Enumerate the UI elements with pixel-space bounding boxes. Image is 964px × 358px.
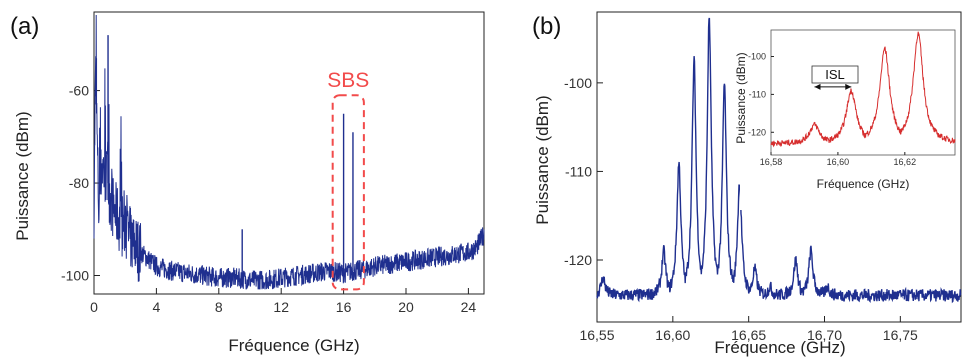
isl-label-box bbox=[811, 65, 859, 84]
panel-a-xtick-label: 4 bbox=[153, 299, 161, 315]
panel-b: (b) Puissance (dBm) Fréquence (GHz) 16,5… bbox=[532, 11, 962, 357]
panel-b-ytick-label: -100 bbox=[564, 75, 592, 91]
panel-b-xtick-label: 16,75 bbox=[883, 327, 918, 343]
inset-xtick-label: 16,60 bbox=[827, 157, 850, 167]
panel-a-ytick-label: -80 bbox=[69, 175, 89, 191]
panel-a: (a) Puissance (dBm) Fréquence (GHz) 0 4 8 1… bbox=[10, 11, 485, 355]
inset-xtick-label: 16,62 bbox=[894, 157, 917, 167]
panel-a-ytick-label: -100 bbox=[61, 268, 89, 284]
panel-b-xtick-label: 16,60 bbox=[655, 327, 690, 343]
isl-label: ISL bbox=[825, 67, 845, 82]
panel-b-series-line bbox=[596, 17, 962, 304]
panel-b-label: (b) bbox=[532, 13, 561, 40]
panel-b-xtick-label: 16,55 bbox=[579, 327, 614, 343]
panel-b-xtick-label: 16,70 bbox=[807, 327, 842, 343]
panel-a-xtick-label: 0 bbox=[90, 299, 98, 315]
inset-ylabel: Puissance (dBm) bbox=[734, 52, 748, 143]
inset-ytick-label: -100 bbox=[748, 52, 766, 62]
panel-b-yticks: -100 -110 -120 bbox=[564, 75, 603, 268]
panel-a-series bbox=[93, 14, 485, 290]
inset-yticks: -100 -110 -120 bbox=[748, 52, 774, 137]
panel-a-series-line bbox=[93, 14, 485, 290]
panel-a-xtick-label: 8 bbox=[215, 299, 223, 315]
isl-arrow-right-head bbox=[845, 83, 852, 90]
panel-a-xtick-label: 20 bbox=[398, 299, 414, 315]
inset-series-line bbox=[770, 31, 956, 148]
inset-ytick-label: -120 bbox=[748, 127, 766, 137]
inset-xticks: 16,58 16,60 16,62 bbox=[760, 152, 916, 167]
panel-a-xtick-label: 24 bbox=[461, 299, 477, 315]
inset-xlabel: Fréquence (GHz) bbox=[817, 177, 910, 191]
isl-arrow-left-head bbox=[814, 83, 821, 90]
panel-a-ylabel: Puissance (dBm) bbox=[13, 111, 32, 240]
panel-a-xtick-label: 12 bbox=[273, 299, 289, 315]
panel-b-ylabel: Puissance (dBm) bbox=[533, 95, 552, 224]
panel-a-frame bbox=[93, 11, 485, 295]
sbs-highlight-box bbox=[331, 94, 365, 291]
panel-a-xticks: 0 4 8 12 16 20 24 bbox=[90, 288, 476, 315]
inset-xtick-label: 16,58 bbox=[760, 157, 783, 167]
panel-b-xticks: 16,55 16,60 16,65 16,70 16,75 bbox=[579, 316, 918, 343]
inset-annotation: ISL bbox=[811, 65, 859, 90]
inset-series bbox=[770, 31, 956, 148]
inset-ytick-label: -110 bbox=[749, 89, 766, 99]
panel-a-xlabel: Fréquence (GHz) bbox=[228, 336, 359, 355]
panel-a-ytick-label: -60 bbox=[69, 83, 89, 99]
panel-b-ytick-label: -120 bbox=[564, 252, 592, 268]
inset-background bbox=[740, 22, 958, 210]
panel-b-series bbox=[596, 17, 962, 304]
panel-a-xtick-label: 16 bbox=[336, 299, 352, 315]
inset-chart: Puissance (dBm) Fréquence (GHz) 16,58 16,… bbox=[734, 22, 958, 210]
panel-a-annotation: SBS bbox=[327, 69, 369, 291]
sbs-label: SBS bbox=[327, 69, 369, 92]
panel-b-xtick-label: 16,65 bbox=[731, 327, 766, 343]
panel-b-frame bbox=[596, 11, 962, 323]
panel-b-ytick-label: -110 bbox=[565, 163, 592, 179]
panel-b-xlabel: Fréquence (GHz) bbox=[714, 338, 845, 357]
panel-a-label: (a) bbox=[10, 13, 39, 40]
inset-frame bbox=[770, 29, 956, 156]
panel-a-yticks: -60 -80 -100 bbox=[61, 83, 100, 284]
